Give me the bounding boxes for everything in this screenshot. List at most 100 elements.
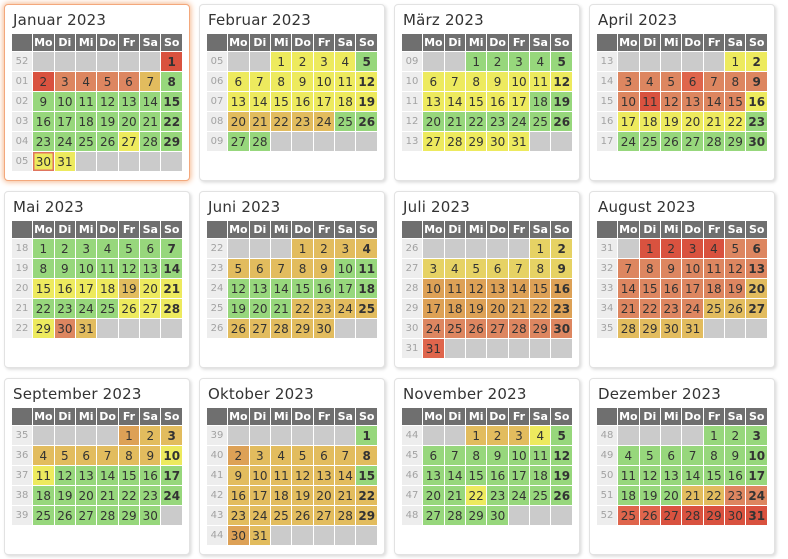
day-cell[interactable]: 20 — [682, 112, 703, 131]
day-cell[interactable]: 4 — [335, 52, 356, 71]
day-cell[interactable]: 8 — [530, 259, 551, 278]
day-cell[interactable]: 3 — [618, 72, 639, 91]
day-cell[interactable]: 13 — [487, 279, 508, 298]
day-cell[interactable]: 12 — [97, 92, 118, 111]
day-cell[interactable]: 20 — [487, 299, 508, 318]
day-cell[interactable]: 20 — [76, 486, 97, 505]
day-cell[interactable]: 8 — [466, 446, 487, 465]
day-cell[interactable]: 28 — [682, 506, 703, 525]
day-cell[interactable]: 5 — [118, 239, 140, 258]
day-cell[interactable]: 5 — [551, 426, 572, 445]
day-cell[interactable]: 20 — [423, 112, 444, 131]
day-cell[interactable]: 5 — [292, 446, 313, 465]
day-cell[interactable]: 22 — [271, 112, 292, 131]
day-cell[interactable]: 16 — [487, 92, 508, 111]
day-cell[interactable]: 25 — [530, 112, 551, 131]
day-cell[interactable]: 20 — [661, 486, 682, 505]
day-cell[interactable]: 8 — [33, 259, 54, 278]
day-cell[interactable]: 14 — [140, 92, 161, 111]
day-cell[interactable]: 26 — [551, 486, 572, 505]
day-cell[interactable]: 28 — [444, 132, 466, 151]
day-cell[interactable]: 20 — [746, 279, 767, 298]
day-cell[interactable]: 6 — [423, 72, 444, 91]
day-cell[interactable]: 26 — [725, 299, 746, 318]
day-cell[interactable]: 1 — [292, 239, 313, 258]
day-cell[interactable]: 17 — [335, 279, 356, 298]
day-cell[interactable]: 11 — [639, 92, 661, 111]
day-cell[interactable]: 15 — [356, 466, 377, 485]
day-cell[interactable]: 25 — [97, 299, 118, 318]
day-cell[interactable]: 21 — [161, 279, 182, 298]
day-cell[interactable]: 20 — [140, 279, 161, 298]
day-cell[interactable]: 19 — [118, 279, 140, 298]
day-cell[interactable]: 30 — [54, 319, 76, 338]
day-cell[interactable]: 10 — [54, 92, 76, 111]
day-cell[interactable]: 5 — [356, 52, 377, 71]
day-cell[interactable]: 30 — [313, 319, 335, 338]
day-cell[interactable]: 17 — [618, 112, 639, 131]
day-cell[interactable]: 23 — [54, 299, 76, 318]
day-cell[interactable]: 23 — [746, 112, 767, 131]
day-cell[interactable]: 13 — [682, 92, 703, 111]
day-cell[interactable]: 7 — [97, 446, 118, 465]
day-cell[interactable]: 3 — [682, 239, 703, 258]
day-cell[interactable]: 13 — [313, 466, 335, 485]
day-cell[interactable]: 29 — [466, 132, 487, 151]
day-cell[interactable]: 23 — [228, 506, 249, 525]
day-cell[interactable]: 1 — [466, 426, 487, 445]
day-cell[interactable]: 29 — [292, 319, 313, 338]
day-cell[interactable]: 9 — [725, 446, 746, 465]
day-cell[interactable]: 18 — [530, 92, 551, 111]
day-cell[interactable]: 11 — [703, 259, 725, 278]
day-cell[interactable]: 11 — [618, 466, 639, 485]
day-cell[interactable]: 22 — [725, 112, 746, 131]
day-cell[interactable]: 19 — [54, 486, 76, 505]
day-cell[interactable]: 27 — [76, 506, 97, 525]
day-cell[interactable]: 16 — [33, 112, 54, 131]
day-cell[interactable]: 29 — [703, 506, 725, 525]
day-cell[interactable]: 26 — [551, 112, 572, 131]
day-cell[interactable]: 29 — [725, 132, 746, 151]
day-cell[interactable]: 20 — [313, 486, 335, 505]
day-cell[interactable]: 2 — [313, 239, 335, 258]
day-cell[interactable]: 15 — [271, 92, 292, 111]
day-cell[interactable]: 11 — [356, 259, 377, 278]
day-cell[interactable]: 16 — [313, 279, 335, 298]
day-cell[interactable]: 25 — [76, 132, 97, 151]
day-cell[interactable]: 24 — [76, 299, 97, 318]
day-cell[interactable]: 15 — [161, 92, 182, 111]
day-cell[interactable]: 26 — [466, 319, 487, 338]
day-cell[interactable]: 25 — [271, 506, 292, 525]
day-cell[interactable]: 11 — [271, 466, 292, 485]
day-cell[interactable]: 9 — [551, 259, 572, 278]
day-cell[interactable]: 6 — [661, 446, 682, 465]
day-cell[interactable]: 10 — [508, 446, 530, 465]
day-cell[interactable]: 28 — [335, 506, 356, 525]
day-cell[interactable]: 9 — [228, 466, 249, 485]
day-cell[interactable]: 27 — [118, 132, 140, 151]
day-cell[interactable]: 6 — [487, 259, 508, 278]
day-cell[interactable]: 28 — [161, 299, 182, 318]
day-cell[interactable]: 7 — [249, 72, 271, 91]
day-cell[interactable]: 14 — [97, 466, 118, 485]
day-cell[interactable]: 3 — [161, 426, 182, 445]
day-cell[interactable]: 14 — [444, 466, 466, 485]
day-cell[interactable]: 6 — [249, 259, 271, 278]
day-cell[interactable]: 6 — [140, 239, 161, 258]
day-cell[interactable]: 13 — [746, 259, 767, 278]
day-cell[interactable]: 21 — [444, 112, 466, 131]
day-cell[interactable]: 2 — [551, 239, 572, 258]
day-cell[interactable]: 1 — [725, 52, 746, 71]
day-cell[interactable]: 14 — [249, 92, 271, 111]
day-cell[interactable]: 30 — [33, 152, 54, 171]
day-cell[interactable]: 7 — [335, 446, 356, 465]
day-cell[interactable]: 24 — [508, 486, 530, 505]
day-cell[interactable]: 5 — [661, 72, 682, 91]
day-cell[interactable]: 12 — [639, 466, 661, 485]
day-cell[interactable]: 16 — [54, 279, 76, 298]
day-cell[interactable]: 12 — [551, 446, 572, 465]
day-cell[interactable]: 3 — [508, 52, 530, 71]
day-cell[interactable]: 19 — [356, 92, 377, 111]
day-cell[interactable]: 29 — [161, 132, 182, 151]
day-cell[interactable]: 3 — [54, 72, 76, 91]
